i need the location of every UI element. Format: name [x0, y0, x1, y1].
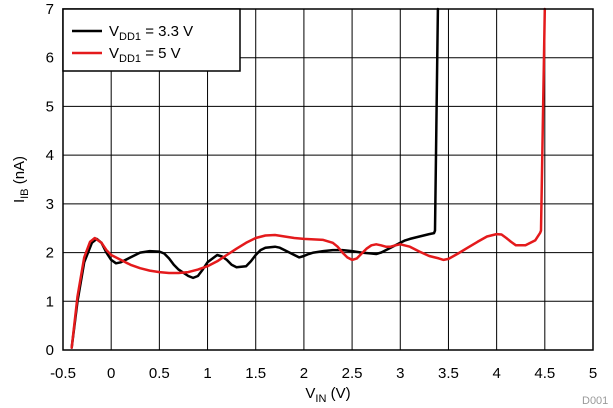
x-tick-label: 4.5	[534, 365, 555, 382]
legend-label-sub: DD1	[119, 53, 141, 65]
legend-label-vdd1-3v3: VDD1 = 3.3 V	[109, 23, 193, 43]
x-tick-label: 1	[203, 365, 211, 382]
plot-frame	[62, 8, 594, 351]
y-tick-label: 5	[46, 98, 54, 115]
x-tick-label: -0.5	[50, 365, 76, 382]
legend-label-rest: = 3.3 V	[141, 23, 193, 40]
y-tick-label: 4	[46, 147, 54, 164]
y-tick-label: 6	[46, 50, 54, 67]
y-axis-label-unit: (nA)	[11, 156, 28, 189]
y-tick-label: 3	[46, 196, 54, 213]
x-tick-label: 5	[589, 365, 597, 382]
x-axis-label-sub: IN	[315, 393, 326, 405]
legend-label-rest: = 5 V	[141, 45, 181, 62]
legend-label-main: V	[109, 45, 119, 62]
legend-label-vdd1-5v: VDD1 = 5 V	[109, 45, 181, 65]
y-tick-label: 1	[46, 293, 54, 310]
x-axis-label-main: V	[305, 385, 315, 402]
y-tick-label: 0	[46, 342, 54, 359]
x-tick-label: 0.5	[149, 365, 170, 382]
x-tick-label: 4	[492, 365, 500, 382]
series-line-vdd1-3v3	[70, 7, 440, 349]
x-tick-label: 2	[300, 365, 308, 382]
y-axis-label-main: I	[11, 199, 28, 203]
legend-label-sub: DD1	[119, 31, 141, 43]
legend-label-main: V	[109, 23, 119, 40]
series-layer	[70, 7, 547, 349]
y-axis-label-sub: IB	[19, 188, 31, 198]
figure-code: D001	[582, 395, 608, 407]
x-tick-label: 3.5	[438, 365, 459, 382]
x-tick-label: 3	[396, 365, 404, 382]
x-axis-label-unit: (V)	[326, 385, 350, 402]
legend: VDD1 = 3.3 V VDD1 = 5 V	[62, 8, 241, 72]
legend-box	[62, 8, 241, 72]
y-tick-labels: 0 1 2 3 4 5 6 7	[46, 1, 54, 359]
x-tick-label: 2.5	[342, 365, 363, 382]
y-tick-label: 2	[46, 245, 54, 262]
x-tick-label: 0	[107, 365, 115, 382]
y-axis-label: IIB (nA)	[11, 156, 31, 203]
x-axis-label: VIN (V)	[305, 385, 350, 405]
y-tick-label: 7	[46, 1, 54, 18]
series-line-vdd1-5v	[70, 7, 547, 349]
x-tick-labels: -0.5 0 0.5 1 1.5 2 2.5 3 3.5 4 4.5 5	[50, 365, 597, 382]
x-tick-label: 1.5	[245, 365, 266, 382]
